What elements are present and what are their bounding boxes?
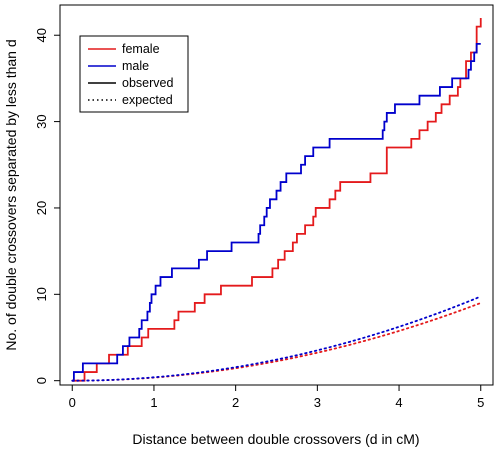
series-male-expected xyxy=(71,295,482,382)
legend-label-female: female xyxy=(122,42,160,56)
x-tick-label-0: 0 xyxy=(69,395,76,410)
y-tick-label-10: 10 xyxy=(34,287,49,301)
legend: female male observed expected xyxy=(79,35,189,113)
y-tick-label-40: 40 xyxy=(34,28,49,42)
plot-frame xyxy=(59,4,494,386)
series-male-observed xyxy=(72,42,481,382)
y-axis-label: No. of double crossovers separated by le… xyxy=(3,39,19,350)
x-tick-label-5: 5 xyxy=(477,395,484,410)
y-tick-label-30: 30 xyxy=(34,114,49,128)
x-tick-label-1: 1 xyxy=(150,395,157,410)
y-tick-label-20: 20 xyxy=(34,201,49,215)
legend-label-expected: expected xyxy=(122,93,173,107)
x-tick-label-3: 3 xyxy=(314,395,321,410)
x-tick-label-2: 2 xyxy=(232,395,239,410)
x-axis-label: Distance between double crossovers (d in… xyxy=(132,431,419,447)
series-female-expected xyxy=(71,302,482,382)
legend-label-male: male xyxy=(122,59,149,73)
legend-label-observed: observed xyxy=(122,76,173,90)
series-female-observed xyxy=(72,17,482,382)
y-tick-label-0: 0 xyxy=(34,377,49,384)
series-layer xyxy=(71,17,482,382)
axis-layer: 0 1 2 3 4 5 0 10 20 30 40 xyxy=(34,28,484,410)
x-tick-label-4: 4 xyxy=(395,395,402,410)
